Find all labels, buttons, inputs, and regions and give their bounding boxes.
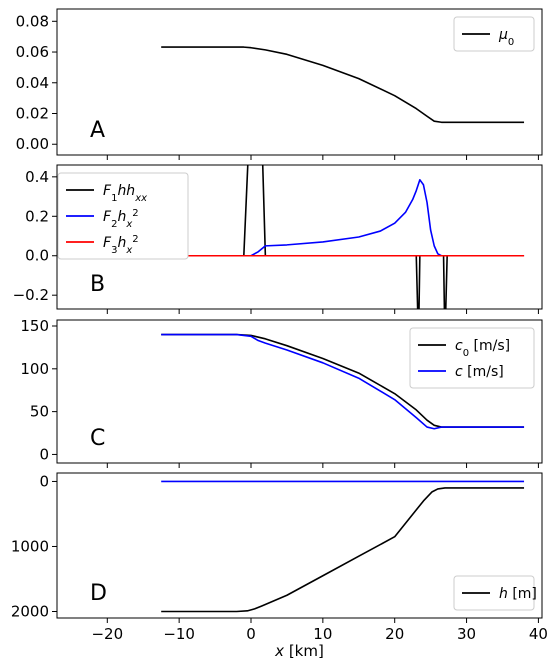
y-tick-label: 150 <box>20 317 49 335</box>
series-line-h-m- <box>161 487 525 613</box>
series-line-f2hx2 <box>161 178 525 257</box>
y-tick-label: 50 <box>30 403 49 421</box>
y-tick-label: 100 <box>20 360 49 378</box>
y-tick-label: 0.02 <box>16 105 49 123</box>
panels: 0.00 0.02 0.04 0.06 0.08 Aμ0 −0.2 0.0 0.2 0.4 B F1h… <box>11 8 543 623</box>
y-tick-label: 0 <box>39 445 49 463</box>
series-line--0 <box>161 46 525 124</box>
panel-letter: D <box>90 581 107 606</box>
y-tick-label: 0.2 <box>25 207 49 225</box>
x-tick-label: 0 <box>246 625 256 643</box>
y-tick-label: 0.04 <box>16 74 49 92</box>
panel-d: 0 1000 2000 D h [m] <box>11 472 543 623</box>
legend: h [m] <box>453 575 537 611</box>
y-tick-label: 0.0 <box>25 247 49 265</box>
panel-letter: B <box>90 272 105 297</box>
legend-entry: F1hhxx <box>103 183 147 204</box>
series-line-f1hhxx <box>161 165 525 309</box>
panel-a: 0.00 0.02 0.04 0.06 0.08 Aμ0 <box>16 8 543 160</box>
legend: c0 [m/s] c [m/s] <box>409 327 535 389</box>
plot-frame <box>56 164 543 310</box>
x-tick-label: 40 <box>529 625 548 643</box>
panel-letter: C <box>90 426 105 451</box>
x-axis: −20 −10 0 10 20 30 40 <box>91 625 547 643</box>
y-tick-label: 0.08 <box>16 12 49 30</box>
legend-box <box>409 327 535 389</box>
y-tick-label: 0.4 <box>25 168 49 186</box>
legend-entry: μ0 <box>498 27 514 48</box>
y-tick-label: 2000 <box>11 602 49 620</box>
legend-entry: F3hx2 <box>103 234 139 256</box>
y-tick-label: 0.00 <box>16 135 49 153</box>
panel-c: 0 50 100 150 Cc0 [m/s] c [m/s] <box>20 317 543 468</box>
plot-frame <box>56 8 543 156</box>
series-line-c-m-s- <box>161 333 525 430</box>
legend-box <box>453 575 535 611</box>
legend-entry: h [m] <box>499 586 537 602</box>
panel-b: −0.2 0.0 0.2 0.4 B F1hhxx F2hx2 F3hx2 <box>13 164 543 314</box>
y-tick-label: −0.2 <box>13 286 49 304</box>
x-tick-label: −10 <box>163 625 195 643</box>
panel-letter: A <box>90 118 105 143</box>
legend: F1hhxx F2hx2 F3hx2 <box>57 172 189 260</box>
x-tick-label: −20 <box>91 625 123 643</box>
legend-box <box>57 172 189 260</box>
legend-box <box>453 16 535 52</box>
legend: μ0 <box>453 16 535 52</box>
x-tick-label: 20 <box>385 625 404 643</box>
legend-entry: c [m/s] <box>455 364 504 380</box>
plot-frame <box>56 472 543 619</box>
plot-frame <box>56 319 543 464</box>
y-tick-label: 0 <box>39 472 49 490</box>
x-tick-label: 10 <box>313 625 332 643</box>
legend-entry: c0 [m/s] <box>455 338 510 359</box>
x-tick-label: 30 <box>457 625 476 643</box>
legend-entry: F2hx2 <box>103 208 139 230</box>
x-axis-label: x [km] <box>274 642 324 660</box>
y-tick-label: 0.06 <box>16 43 49 61</box>
y-tick-label: 1000 <box>11 537 49 555</box>
